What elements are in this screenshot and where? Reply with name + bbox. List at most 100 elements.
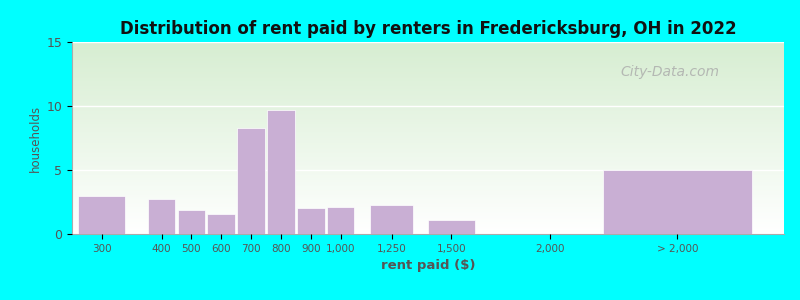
Bar <box>72 114 784 115</box>
Bar <box>72 138 784 139</box>
Bar <box>72 113 784 114</box>
X-axis label: rent paid ($): rent paid ($) <box>381 259 475 272</box>
Bar <box>72 187 784 188</box>
Bar <box>72 120 784 121</box>
Bar <box>148 200 175 234</box>
Bar <box>72 42 784 43</box>
Bar <box>72 215 784 216</box>
Bar <box>72 142 784 143</box>
Bar <box>72 118 784 119</box>
Bar <box>72 225 784 226</box>
Bar <box>72 149 784 151</box>
Bar <box>72 44 784 45</box>
Bar <box>72 64 784 65</box>
Bar <box>72 97 784 98</box>
Bar <box>72 214 784 215</box>
Bar <box>72 92 784 93</box>
Bar <box>72 141 784 142</box>
Bar <box>72 157 784 158</box>
Bar <box>428 220 475 234</box>
Bar <box>72 191 784 192</box>
Bar <box>72 199 784 200</box>
Bar <box>72 184 784 185</box>
Bar <box>72 125 784 127</box>
Bar <box>72 179 784 180</box>
Bar <box>72 143 784 144</box>
Bar <box>72 211 784 212</box>
Y-axis label: households: households <box>30 104 42 172</box>
Bar <box>72 176 784 177</box>
Bar <box>72 228 784 229</box>
Bar <box>72 213 784 214</box>
Bar <box>72 100 784 101</box>
Bar <box>72 188 784 189</box>
Bar <box>72 109 784 110</box>
Bar <box>72 185 784 186</box>
Bar <box>72 88 784 89</box>
Bar <box>72 151 784 152</box>
Bar <box>72 107 784 108</box>
Bar <box>72 160 784 161</box>
Bar <box>72 216 784 217</box>
Bar <box>72 140 784 141</box>
Bar <box>72 89 784 90</box>
Bar <box>72 204 784 205</box>
Bar <box>72 217 784 218</box>
Bar <box>72 221 784 223</box>
Bar <box>72 77 784 79</box>
Bar <box>72 115 784 116</box>
Bar <box>72 134 784 135</box>
Bar <box>72 132 784 133</box>
Text: City-Data.com: City-Data.com <box>620 65 719 79</box>
Bar <box>72 161 784 162</box>
Bar <box>72 178 784 179</box>
Bar <box>72 220 784 221</box>
Bar <box>72 170 784 171</box>
Bar <box>326 207 354 234</box>
Bar <box>72 224 784 225</box>
Bar <box>72 63 784 64</box>
Bar <box>72 171 784 172</box>
Bar <box>72 175 784 176</box>
Bar <box>72 101 784 103</box>
Bar <box>72 76 784 77</box>
Bar <box>72 156 784 157</box>
Bar <box>72 193 784 194</box>
Bar <box>72 52 784 53</box>
Bar <box>72 155 784 156</box>
Bar <box>72 163 784 164</box>
Bar <box>72 192 784 193</box>
Bar <box>72 46 784 47</box>
Bar <box>72 50 784 51</box>
Bar <box>72 219 784 220</box>
Bar <box>72 80 784 81</box>
Bar <box>72 194 784 195</box>
Bar <box>72 153 784 154</box>
Bar <box>72 233 784 234</box>
Bar <box>72 147 784 148</box>
Bar <box>72 133 784 134</box>
Bar <box>72 95 784 96</box>
Bar <box>72 159 784 160</box>
Bar <box>72 166 784 167</box>
Bar <box>72 61 784 62</box>
Bar <box>267 110 294 234</box>
Bar <box>72 200 784 201</box>
Bar <box>72 91 784 92</box>
Bar <box>72 227 784 228</box>
Bar <box>72 177 784 178</box>
Bar <box>72 112 784 113</box>
Bar <box>72 117 784 118</box>
Bar <box>72 119 784 120</box>
Bar <box>72 197 784 199</box>
Bar <box>72 207 784 208</box>
Bar <box>72 173 784 175</box>
Bar <box>72 124 784 125</box>
Bar <box>72 74 784 75</box>
Bar <box>72 105 784 106</box>
Bar <box>72 59 784 60</box>
Bar <box>72 83 784 84</box>
Bar <box>72 206 784 207</box>
Bar <box>72 231 784 232</box>
Bar <box>72 180 784 181</box>
